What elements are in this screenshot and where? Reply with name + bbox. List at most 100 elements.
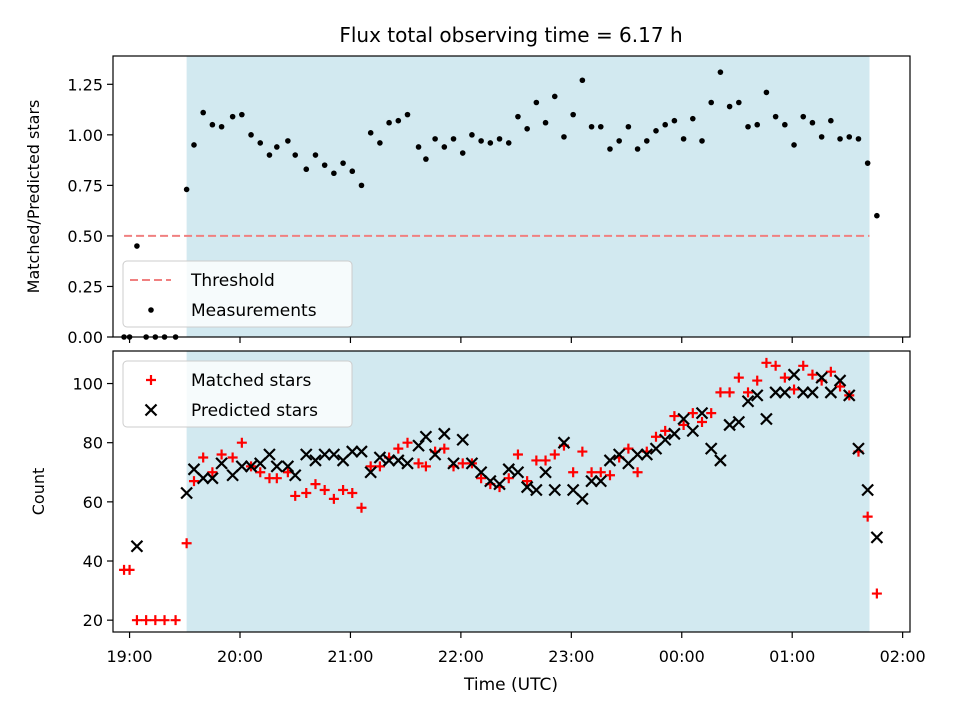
x-tick-label: 20:00	[217, 647, 263, 666]
predicted-point	[318, 448, 331, 461]
matched-point	[347, 487, 358, 498]
matched-point	[374, 461, 385, 472]
x-tick-label: 23:00	[548, 647, 594, 666]
predicted-point	[824, 386, 838, 399]
x-tick-label: 01:00	[769, 647, 815, 666]
matched-point	[623, 443, 634, 454]
y-tick-label: 80	[83, 434, 103, 453]
predicted-point	[833, 374, 847, 387]
measurement-point	[239, 111, 245, 118]
matched-point	[271, 473, 282, 484]
matched-point	[733, 372, 744, 383]
y-tick-label: 100	[72, 375, 103, 394]
predicted-point	[288, 468, 302, 482]
measurement-point	[570, 111, 576, 118]
measurement-point	[367, 130, 374, 136]
measurement-point	[450, 136, 457, 142]
measurement-point	[292, 152, 299, 158]
measurement-point	[524, 125, 530, 132]
matched-point	[577, 446, 588, 457]
measurement-point	[377, 140, 383, 146]
measurement-point	[643, 138, 650, 144]
y-tick-label: 0.75	[67, 176, 103, 195]
measurement-point	[809, 119, 816, 126]
matched-point	[131, 615, 142, 626]
matched-point	[531, 455, 542, 466]
predicted-point	[382, 454, 396, 467]
measurement-point	[607, 146, 613, 152]
predicted-point	[373, 451, 387, 464]
matched-point	[761, 357, 772, 368]
matched-point	[181, 538, 192, 549]
measurement-point	[754, 121, 761, 128]
matched-point	[862, 511, 873, 522]
measurement-point	[248, 132, 254, 138]
matched-point	[319, 485, 330, 496]
matched-point	[586, 467, 597, 478]
matched-point	[789, 384, 800, 395]
y-tick-label: 1.25	[67, 75, 103, 94]
matched-point	[356, 502, 367, 513]
predicted-point	[815, 371, 828, 384]
matched-point	[198, 452, 209, 463]
matched-point	[660, 425, 671, 436]
predicted-point	[548, 483, 562, 497]
measurement-point	[864, 160, 871, 166]
measurement-point	[551, 93, 558, 100]
measurement-point	[459, 150, 466, 156]
matched-point	[476, 473, 487, 484]
measurement-point	[533, 99, 540, 106]
predicted-point	[695, 406, 709, 420]
measurement-point	[505, 140, 512, 146]
matched-point	[255, 467, 266, 478]
measurement-point	[772, 113, 779, 120]
predicted-point	[196, 471, 210, 485]
measurement-point	[358, 182, 365, 189]
matched-point	[697, 416, 708, 427]
measurement-point	[349, 168, 356, 175]
predicted-point	[428, 448, 442, 461]
measurement-point	[579, 77, 586, 84]
predicted-point	[530, 483, 543, 497]
measurement-point	[542, 119, 549, 126]
legend-label: Predicted stars	[191, 401, 318, 421]
matched-point	[540, 455, 551, 466]
measurement-point	[671, 117, 678, 124]
predicted-point	[723, 418, 736, 432]
measurement-point	[791, 142, 797, 148]
predicted-point	[658, 433, 672, 447]
matched-point	[595, 467, 606, 478]
matched-point	[328, 493, 339, 504]
predicted-point	[511, 465, 525, 479]
measurement-point	[653, 127, 659, 134]
matched-point	[770, 360, 781, 371]
measurement-point	[331, 170, 337, 177]
measurement-point	[386, 119, 392, 126]
y-tick-label: 1.00	[67, 126, 103, 145]
matched-point	[216, 449, 227, 460]
measurement-point	[478, 138, 484, 144]
predicted-point	[576, 492, 589, 506]
series-predicted-stars	[130, 368, 884, 553]
series-measurements	[121, 69, 880, 340]
measurement-point	[496, 136, 503, 142]
predicted-point	[842, 389, 856, 402]
matched-point	[724, 387, 735, 398]
predicted-point	[235, 460, 249, 473]
x-tick-label: 00:00	[659, 647, 705, 666]
matched-point	[825, 366, 836, 377]
predicted-point	[704, 442, 718, 455]
matched-point	[159, 615, 170, 626]
predicted-point	[520, 480, 534, 494]
measurement-point	[846, 134, 853, 140]
predicted-point	[750, 389, 764, 402]
matched-point	[188, 476, 199, 487]
predicted-point	[870, 531, 884, 544]
predicted-point	[493, 477, 506, 491]
matched-point	[402, 437, 413, 448]
predicted-point	[732, 415, 746, 429]
measurement-point	[312, 152, 319, 158]
measurement-point	[209, 121, 216, 128]
measurement-point	[487, 140, 494, 146]
predicted-point	[557, 436, 571, 449]
